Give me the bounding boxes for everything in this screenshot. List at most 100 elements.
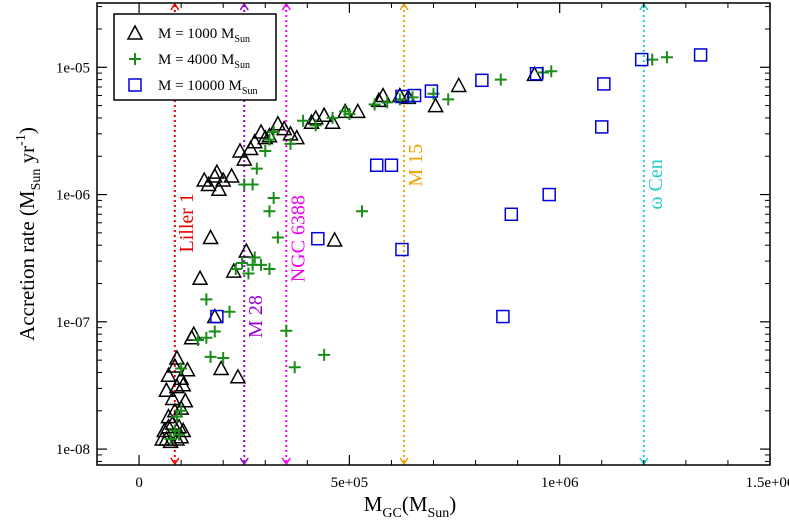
x-tick-label: 1.5e+06 <box>746 475 789 491</box>
point-1000 <box>160 418 177 434</box>
point-1000 <box>206 307 224 324</box>
point-4000 <box>267 126 280 139</box>
point-10000 <box>634 52 649 67</box>
point-4000 <box>280 324 293 337</box>
point-4000 <box>263 263 276 276</box>
data-points-layer <box>153 48 708 449</box>
vline-label: ω Cen <box>645 159 667 209</box>
vline-arrow-top <box>239 2 249 11</box>
point-10000 <box>424 84 439 98</box>
point-1000 <box>238 242 255 258</box>
point-4000 <box>368 98 381 111</box>
legend-entry-10000: M = 10000 MSun <box>158 78 257 97</box>
point-1000 <box>349 102 367 119</box>
legend-entry-1000: M = 1000 MSun <box>158 26 250 45</box>
point-4000 <box>263 205 276 218</box>
point-10000 <box>210 309 224 324</box>
point-1000 <box>225 262 242 278</box>
point-4000 <box>175 404 188 417</box>
point-1000 <box>450 76 467 93</box>
y-tick-label: 1e-07 <box>56 315 91 331</box>
point-1000 <box>202 228 219 245</box>
point-4000 <box>229 263 242 276</box>
y-axis-label: Accretion rate (MSun yr-1) <box>14 127 44 341</box>
axes-layer: 0 5e+05 1e+06 1.5e+06 1e-08 1e-07 1e-06 1e-05 <box>56 3 789 491</box>
point-4000 <box>284 137 297 150</box>
point-4000 <box>236 256 249 269</box>
point-1000 <box>172 369 190 386</box>
point-4000 <box>660 51 673 64</box>
point-10000 <box>595 120 609 134</box>
point-4000 <box>343 107 356 120</box>
point-1000 <box>288 129 306 145</box>
point-4000 <box>204 350 217 363</box>
vertical-lines-layer <box>170 2 649 466</box>
point-4000 <box>200 331 213 344</box>
point-4000 <box>223 305 236 318</box>
point-10000 <box>369 158 384 172</box>
point-1000 <box>246 133 263 149</box>
point-4000 <box>250 162 263 175</box>
legend-marker-plus <box>129 53 141 65</box>
point-4000 <box>173 428 186 441</box>
legend-marker-square <box>128 78 142 92</box>
point-4000 <box>175 362 188 375</box>
point-1000 <box>162 432 179 449</box>
point-1000 <box>229 368 247 384</box>
point-1000 <box>158 381 175 397</box>
legend-entry-4000: M = 4000 MSun <box>158 52 250 71</box>
point-10000 <box>597 77 611 91</box>
point-1000 <box>168 377 186 394</box>
point-4000 <box>355 205 368 218</box>
point-4000 <box>494 73 507 86</box>
point-4000 <box>267 191 280 204</box>
point-4000 <box>255 258 268 271</box>
legend-marker-triangle <box>126 24 144 40</box>
x-axis-label: MGC(MSun) <box>364 492 457 521</box>
point-10000 <box>384 158 399 172</box>
point-10000 <box>504 207 519 222</box>
point-1000 <box>208 163 226 179</box>
y-tick-label: 1e-06 <box>56 188 91 204</box>
vline-arrow-bottom <box>239 457 249 466</box>
point-1000 <box>269 115 287 131</box>
point-10000 <box>529 66 544 81</box>
point-1000 <box>168 349 186 365</box>
x-tick-label: 5e+05 <box>331 475 369 491</box>
point-4000 <box>242 267 255 280</box>
y-tick-label: 1e-08 <box>56 442 90 458</box>
legend-markers <box>126 24 144 92</box>
point-1000 <box>324 113 341 129</box>
point-1000 <box>526 65 543 82</box>
point-1000 <box>315 106 333 122</box>
point-4000 <box>200 293 213 306</box>
point-4000 <box>326 111 339 124</box>
vline-arrow-top <box>281 2 291 11</box>
y-tick-label: 1e-05 <box>56 60 90 76</box>
point-4000 <box>545 65 558 78</box>
point-10000 <box>407 88 422 103</box>
point-1000 <box>164 389 181 406</box>
point-10000 <box>496 309 510 324</box>
point-1000 <box>156 421 173 438</box>
point-4000 <box>263 133 276 146</box>
point-1000 <box>177 392 194 408</box>
point-10000 <box>542 187 556 202</box>
point-1000 <box>191 269 209 285</box>
vline-arrow-top <box>399 2 409 11</box>
point-4000 <box>259 144 272 157</box>
point-1000 <box>326 231 343 247</box>
point-4000 <box>318 348 331 361</box>
point-4000 <box>309 119 322 132</box>
point-1000 <box>210 180 228 197</box>
vline-arrow-top <box>170 2 180 11</box>
x-tick-label: 1e+06 <box>541 475 579 491</box>
point-4000 <box>217 351 230 364</box>
vline-arrow-bottom <box>170 457 180 466</box>
point-4000 <box>271 231 284 244</box>
point-4000 <box>297 114 310 127</box>
point-4000 <box>164 433 177 446</box>
point-1000 <box>223 167 240 183</box>
vline-arrow-bottom <box>281 457 291 466</box>
